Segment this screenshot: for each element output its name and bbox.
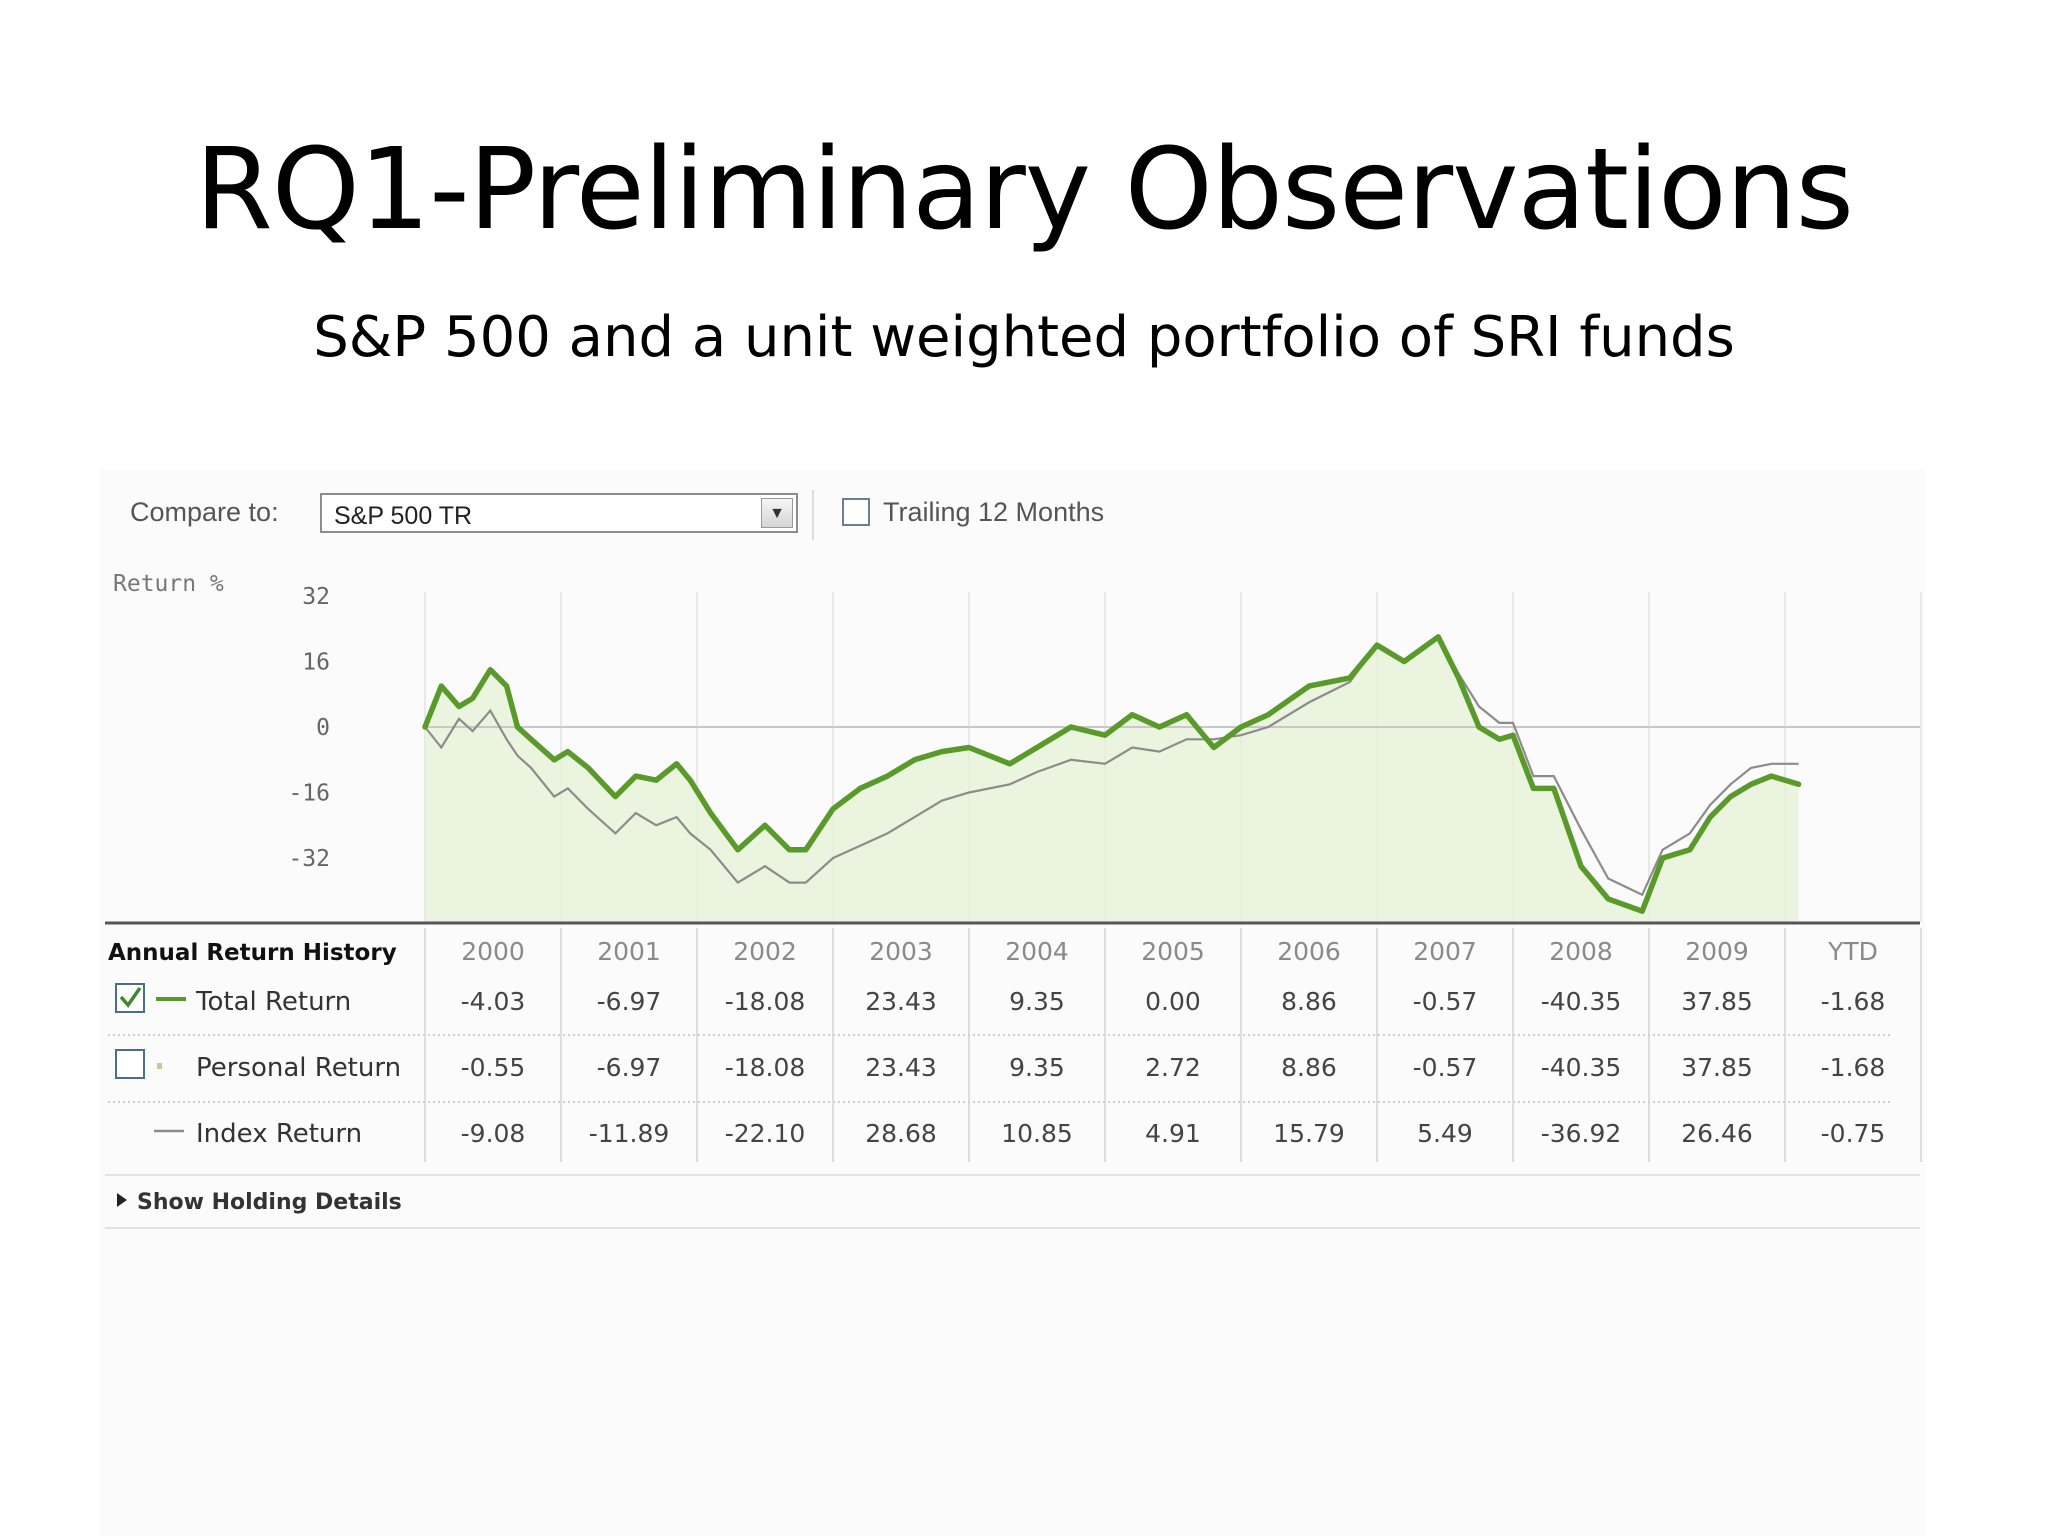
table-cell: 9.35 (1009, 987, 1065, 1016)
y-axis-title: Return % (113, 571, 224, 597)
year-header: 2006 (1277, 937, 1341, 966)
year-header: 2009 (1685, 937, 1749, 966)
table-cell: -40.35 (1541, 1053, 1622, 1082)
y-tick-label: -16 (288, 781, 330, 807)
table-cell: -1.68 (1821, 987, 1886, 1016)
total-return-line (422, 634, 1802, 914)
fund-area-fill (425, 636, 1799, 922)
table-cell: -0.57 (1413, 987, 1478, 1016)
table-cell: 2.72 (1145, 1053, 1201, 1082)
year-header: 2003 (869, 937, 933, 966)
table-cell: 9.35 (1009, 1053, 1065, 1082)
compare-label: Compare to: (130, 497, 279, 527)
table-cell: -4.03 (461, 987, 526, 1016)
row-label: Total Return (195, 987, 351, 1017)
compare-select[interactable]: S&P 500 TR ▼ (320, 493, 798, 533)
table-cell: -0.55 (461, 1053, 526, 1082)
table-cell: -36.92 (1541, 1119, 1622, 1148)
table-cell: 37.85 (1681, 1053, 1753, 1082)
expand-triangle-icon[interactable] (117, 1193, 127, 1207)
year-header: 2002 (733, 937, 797, 966)
table-cell: 28.68 (865, 1119, 937, 1148)
table-cell: 10.85 (1001, 1119, 1073, 1148)
slide-title: RQ1-Preliminary Observations (194, 125, 1854, 255)
table-cell: -9.08 (461, 1119, 526, 1148)
table-cell: 5.49 (1417, 1119, 1473, 1148)
table-cell: -6.97 (597, 987, 662, 1016)
annual-return-history-header: Annual Return History (108, 940, 397, 966)
table-cell: 8.86 (1281, 987, 1337, 1016)
year-header: 2008 (1549, 937, 1613, 966)
return-widget-panel (100, 470, 1925, 1536)
divider (812, 490, 814, 540)
table-cell: 26.46 (1681, 1119, 1753, 1148)
y-tick-label: 0 (316, 715, 330, 741)
year-header: 2000 (461, 937, 525, 966)
compare-select-value: S&P 500 TR (334, 502, 473, 530)
year-header: 2007 (1413, 937, 1477, 966)
table-cell: -40.35 (1541, 987, 1622, 1016)
table-cell: 37.85 (1681, 987, 1753, 1016)
table-cell: -11.89 (589, 1119, 670, 1148)
table-cell: 15.79 (1273, 1119, 1345, 1148)
chevron-down-icon[interactable]: ▼ (761, 498, 793, 528)
checkmark-icon (119, 986, 142, 1008)
index-return-line (424, 635, 1799, 897)
y-tick-label: 16 (302, 650, 330, 676)
personal-return-checkbox[interactable] (115, 1049, 145, 1079)
table-cell: -22.10 (725, 1119, 806, 1148)
table-cell: -1.68 (1821, 1053, 1886, 1082)
row-label: Index Return (196, 1119, 362, 1149)
trailing-12-months-checkbox[interactable] (842, 498, 870, 526)
table-cell: 8.86 (1281, 1053, 1337, 1082)
row-label: Personal Return (196, 1053, 401, 1083)
slide-subtitle: S&P 500 and a unit weighted portfolio of… (313, 305, 1735, 370)
table-cell: 4.91 (1145, 1119, 1201, 1148)
y-tick-label: -32 (288, 846, 330, 872)
table-cell: 23.43 (865, 987, 937, 1016)
table-cell: -18.08 (725, 1053, 806, 1082)
table-cell: -0.75 (1821, 1119, 1886, 1148)
table-cell: -6.97 (597, 1053, 662, 1082)
table-cell: 23.43 (865, 1053, 937, 1082)
year-header: 2001 (597, 937, 661, 966)
year-header: 2004 (1005, 937, 1069, 966)
table-cell: -0.57 (1413, 1053, 1478, 1082)
trailing-12-months-label: Trailing 12 Months (883, 497, 1105, 527)
y-tick-label: 32 (302, 584, 330, 610)
year-header: YTD (1827, 937, 1878, 966)
table-cell: -18.08 (725, 987, 806, 1016)
table-cell: 0.00 (1145, 987, 1201, 1016)
year-header: 2005 (1141, 937, 1205, 966)
personal-return-legend-swatch (157, 1063, 162, 1069)
show-holding-details-link[interactable]: Show Holding Details (137, 1190, 402, 1215)
